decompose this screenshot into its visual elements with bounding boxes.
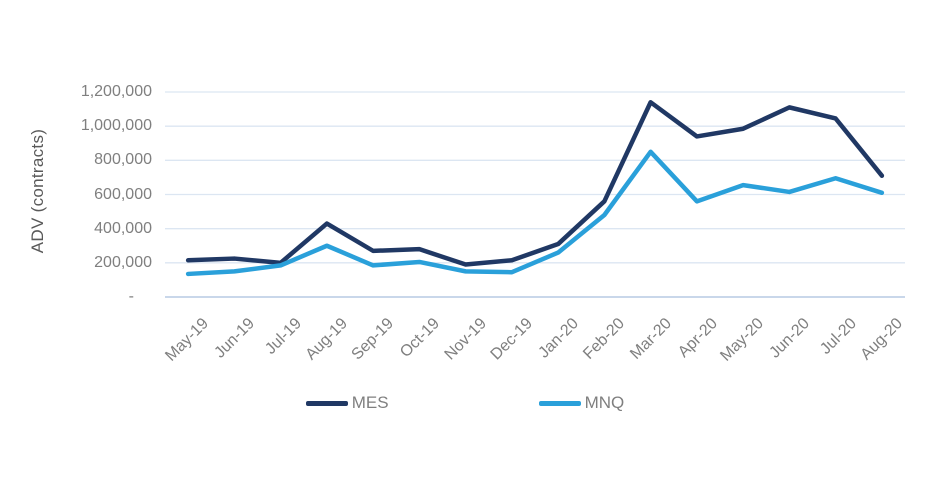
legend-item-mnq: MNQ: [538, 393, 625, 413]
mes-series-line: [185, 100, 885, 267]
legend: MES MNQ: [0, 393, 930, 413]
y-tick-label: 200,000: [94, 253, 152, 271]
legend-label: MNQ: [584, 393, 625, 412]
y-tick-label: 1,200,000: [80, 83, 152, 100]
y-tick-label: -: [128, 288, 134, 305]
y-tick-label: 800,000: [94, 151, 152, 169]
mnq-series-line: [185, 149, 885, 277]
legend-label: MES: [351, 393, 389, 412]
y-tick-label: 1,000,000: [80, 117, 152, 135]
mnq-legend-swatch-icon: [538, 400, 581, 406]
y-axis-tick-labels: - 200,000 400,000 600,000 800,000 1,000,000 1,…: [0, 0, 152, 497]
legend-item-mes: MES: [305, 393, 389, 413]
y-tick-label: 600,000: [94, 185, 152, 203]
y-tick-label: 400,000: [94, 219, 152, 237]
mes-legend-swatch-icon: [305, 400, 348, 406]
